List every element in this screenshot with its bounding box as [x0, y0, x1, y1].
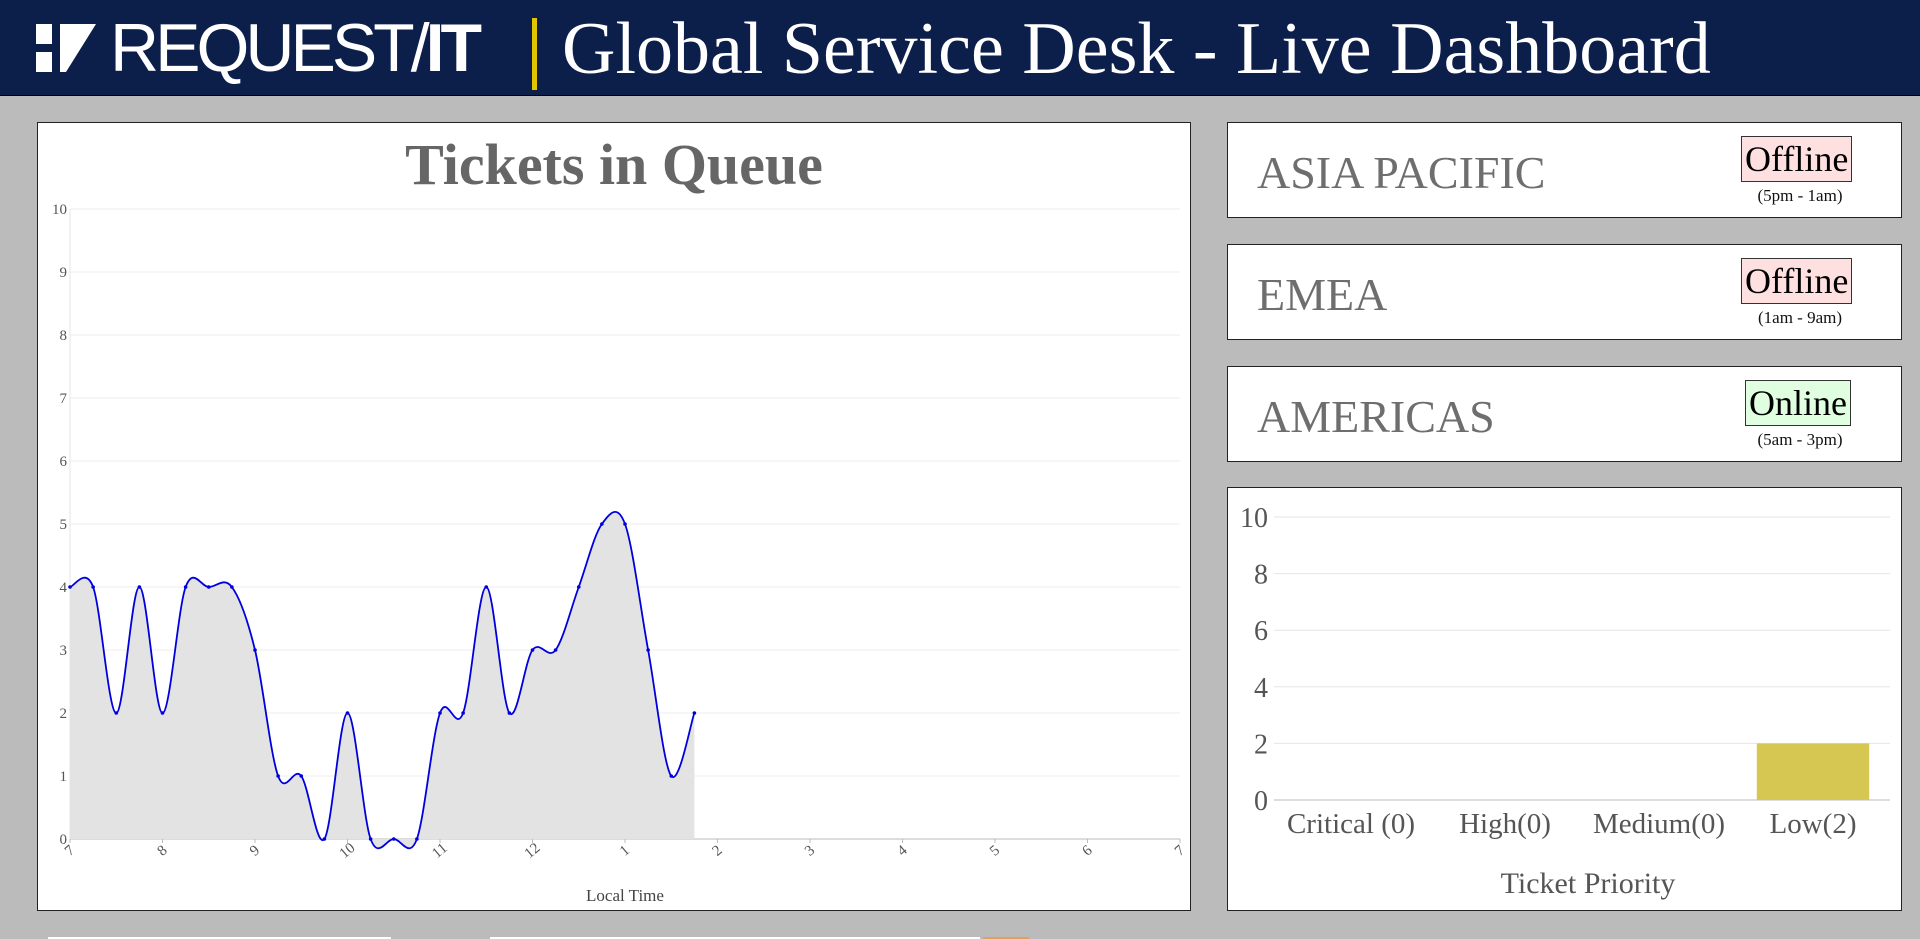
y-tick-label: 2	[60, 706, 68, 722]
data-point	[669, 774, 674, 778]
data-point	[415, 837, 419, 841]
data-point	[692, 711, 697, 715]
status-badge: Offline	[1741, 136, 1853, 182]
data-point	[206, 585, 211, 589]
x-tick-label: Medium(0)	[1593, 808, 1725, 840]
data-point	[646, 648, 650, 652]
chart-title: Tickets in Queue	[405, 132, 823, 197]
x-tick-label: 6	[1079, 842, 1095, 859]
y-tick-label: 0	[60, 832, 68, 848]
data-point	[114, 711, 119, 715]
status-badge: Offline	[1741, 258, 1853, 304]
x-tick-label: 1	[617, 842, 633, 859]
data-point	[576, 585, 581, 589]
region-name: EMEA	[1257, 269, 1388, 320]
data-point	[553, 648, 558, 652]
data-point	[299, 774, 304, 778]
data-point	[391, 837, 396, 841]
data-point	[623, 522, 627, 526]
logo-text: REQUEST/IT	[110, 10, 482, 86]
ticket-priority-chart: 0 2 4 6 8 10 Critical (0) High(0) Medium(0) Low(2…	[1240, 503, 1890, 900]
y-tick-label: 0	[1254, 786, 1268, 817]
y-tick-label: 1	[60, 769, 68, 785]
x-tick-label: 3	[802, 842, 818, 859]
y-tick-label: 4	[60, 580, 68, 596]
x-tick-label: High(0)	[1459, 808, 1551, 840]
y-tick-label: 7	[60, 391, 68, 407]
data-point	[345, 711, 350, 715]
data-point	[438, 711, 442, 715]
x-tick-label: 12	[522, 840, 544, 862]
data-point	[91, 585, 95, 589]
data-point	[530, 648, 535, 652]
data-point	[137, 585, 142, 589]
x-tick-label: 9	[247, 842, 263, 859]
data-point	[461, 711, 465, 715]
footer-strip	[983, 937, 1029, 939]
y-tick-label: 9	[60, 265, 68, 281]
logo-mark-icon	[36, 24, 96, 72]
x-tick-label: Critical (0)	[1287, 808, 1415, 840]
y-tick-label: 8	[60, 328, 68, 344]
header-bar: REQUEST/IT Global Service Desk - Live Da…	[0, 0, 1920, 96]
x-tick-label: 7	[1172, 842, 1188, 859]
ticket-priority-panel: 0 2 4 6 8 10 Critical (0) High(0) Medium(0) Low(2…	[1227, 487, 1902, 911]
region-card-asia-pacific: ASIA PACIFIC Offline (5pm - 1am)	[1227, 122, 1902, 218]
region-card-emea: EMEA Offline (1am - 9am)	[1227, 244, 1902, 340]
status-hours: (1am - 9am)	[1757, 308, 1843, 327]
status-hours: (5am - 3pm)	[1757, 430, 1843, 449]
header-divider	[532, 18, 537, 90]
tickets-line	[69, 511, 696, 850]
data-point	[322, 837, 327, 841]
x-tick-label: 5	[987, 842, 1003, 859]
x-tick-label: 4	[894, 842, 910, 859]
tickets-area	[70, 511, 695, 849]
data-point	[160, 711, 165, 715]
data-point	[507, 711, 512, 715]
x-axis-label: Local Time	[586, 886, 664, 905]
x-tick-label: 10	[337, 840, 359, 862]
data-point	[484, 585, 489, 589]
y-tick-label: 8	[1254, 560, 1268, 591]
x-tick-label: Low(2)	[1770, 808, 1857, 840]
region-card-americas: AMERICAS Online (5am - 3pm)	[1227, 366, 1902, 462]
region-name: ASIA PACIFIC	[1257, 147, 1546, 198]
data-point	[600, 522, 604, 526]
y-tick-label: 3	[60, 643, 68, 659]
data-point	[368, 837, 373, 841]
footer-strip	[48, 937, 391, 939]
x-axis-label: Ticket Priority	[1501, 867, 1676, 900]
status-hours: (5pm - 1am)	[1757, 186, 1843, 205]
x-tick-label: 8	[154, 842, 170, 859]
page-title: Global Service Desk - Live Dashboard	[562, 8, 1711, 90]
footer-strip	[490, 937, 980, 939]
x-tick-label: 7	[62, 842, 78, 859]
tickets-in-queue-panel: 0 1 2 3 4 5 6 7 8 9 10 7 8 9 10 11 12 1 2 3 4 5 6 7 Local Time T…	[37, 122, 1191, 911]
data-point	[253, 648, 257, 652]
y-tick-label: 4	[1254, 673, 1268, 704]
x-tick-label: 11	[429, 840, 450, 862]
y-tick-label: 2	[1254, 729, 1268, 760]
data-point	[183, 585, 188, 589]
y-tick-label: 6	[60, 454, 68, 470]
status-badge: Online	[1745, 380, 1851, 426]
region-name: AMERICAS	[1257, 391, 1495, 442]
y-tick-label: 10	[1240, 503, 1268, 534]
y-tick-label: 5	[60, 517, 68, 533]
y-tick-label: 6	[1254, 616, 1268, 647]
requestit-logo: REQUEST/IT	[36, 8, 482, 88]
data-point	[68, 585, 72, 589]
data-point	[276, 774, 280, 778]
y-tick-label: 10	[52, 202, 67, 218]
data-point	[230, 585, 234, 589]
priority-bar	[1756, 743, 1870, 800]
x-tick-label: 2	[709, 842, 725, 859]
